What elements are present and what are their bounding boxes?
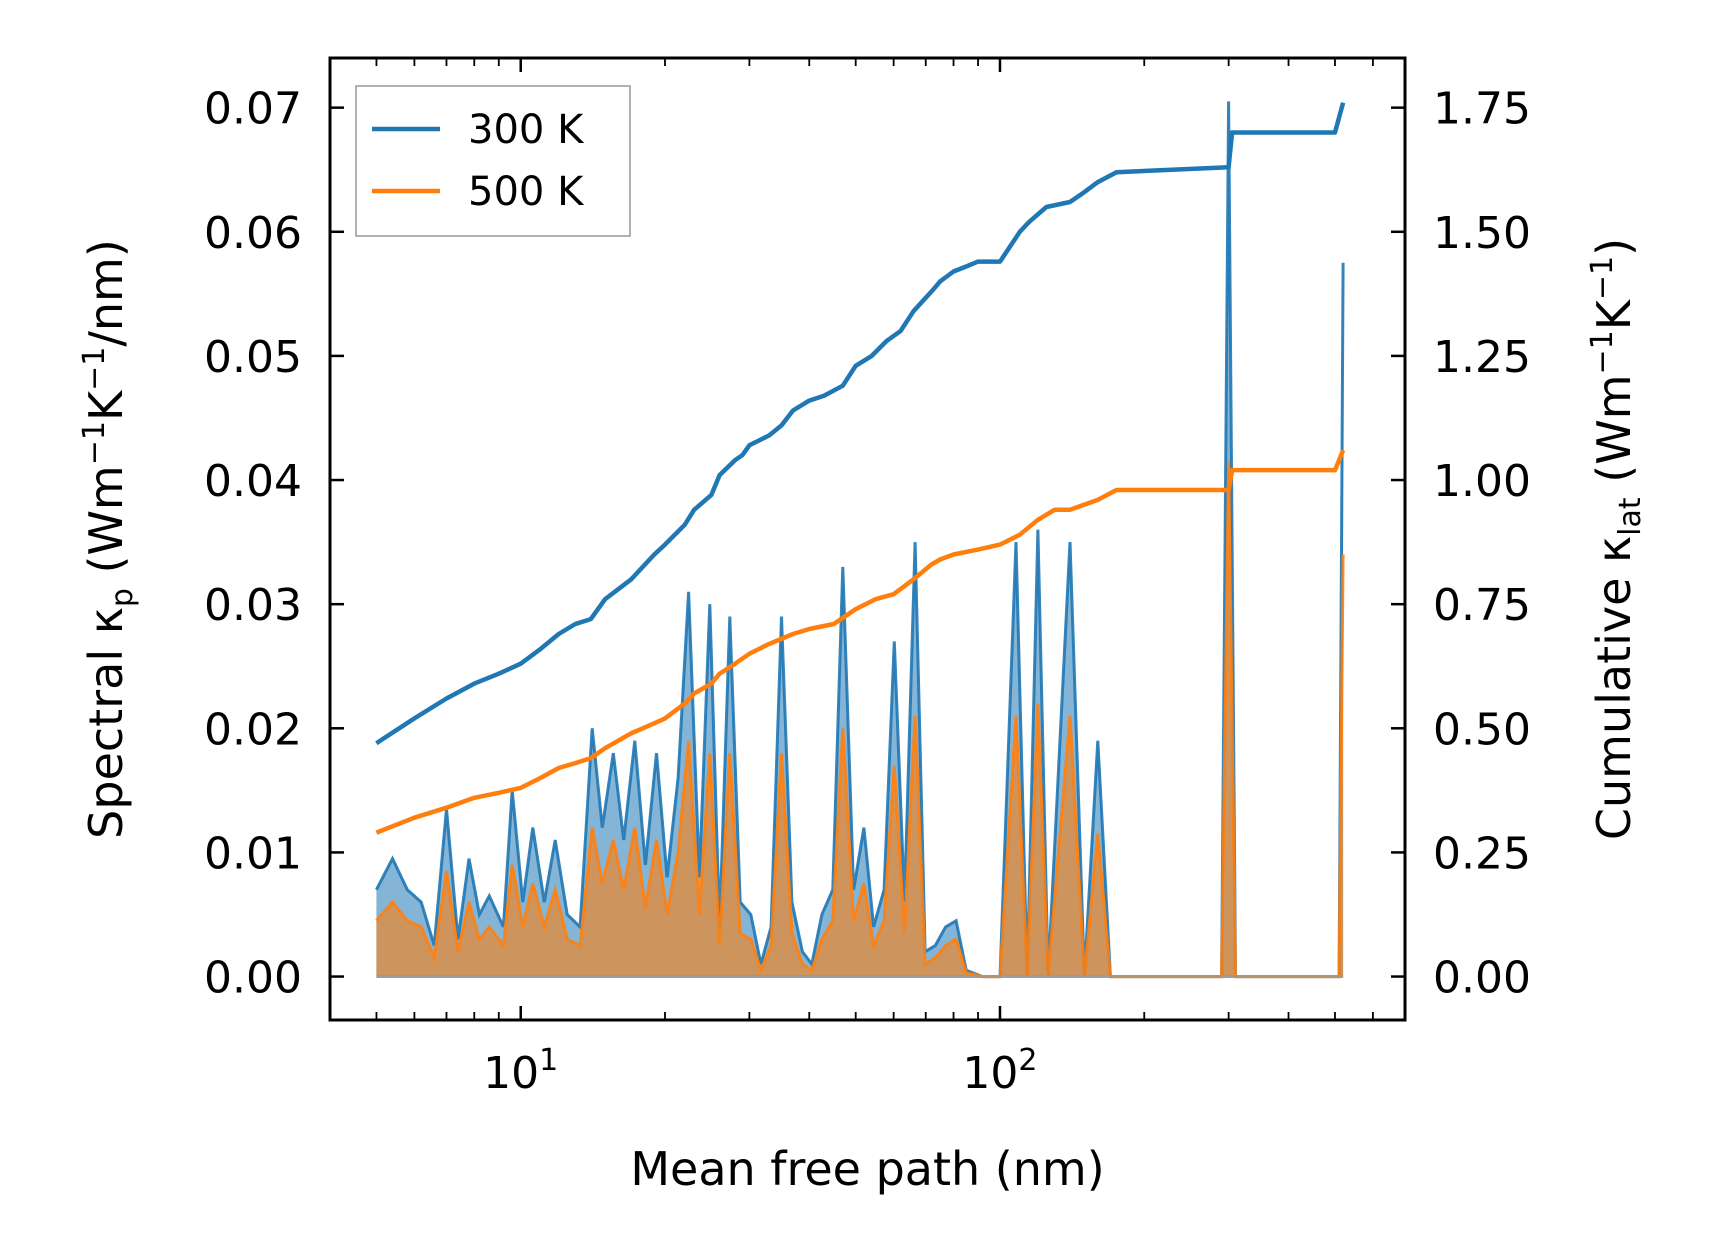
cumulative-line-300k	[375, 102, 1346, 746]
legend-box	[355, 85, 631, 237]
y-axis-title-left: Spectral κp (Wm−1K−1/nm)	[77, 239, 140, 839]
xtick-label: 102	[962, 1043, 1037, 1099]
spectral-line-300k	[375, 101, 1345, 979]
spectral-fill-300k	[376, 101, 1344, 977]
ytick-label-right: 0.25	[1433, 828, 1531, 879]
ytick-label-right: 1.25	[1433, 332, 1531, 383]
spectral-fills	[376, 101, 1344, 977]
ytick-label-left: 0.06	[204, 208, 302, 259]
ytick-label-right: 1.50	[1433, 208, 1531, 259]
spectral-line-500k	[375, 461, 1345, 979]
xtick-label: 101	[483, 1043, 558, 1099]
tick-labels: 0.00 0.01 0.02 0.03 0.04 0.05 0.06 0.07 0.00 0.25…	[204, 84, 1531, 1099]
plot-frame	[328, 56, 1407, 1022]
ytick-label-left: 0.05	[204, 332, 302, 383]
x-axis-title: Mean free path (nm)	[630, 1142, 1104, 1196]
legend-label-300k: 300 K	[468, 107, 585, 153]
ytick-label-right: 1.00	[1433, 456, 1531, 507]
ytick-label-left: 0.02	[204, 704, 302, 755]
cumulative-line-500k	[375, 449, 1346, 835]
legend-label-500k: 500 K	[468, 169, 585, 215]
y-axis-title-right: Cumulative κlat (Wm−1K−1)	[1585, 238, 1648, 840]
ytick-label-left: 0.01	[204, 828, 302, 879]
ytick-label-right: 0.75	[1433, 580, 1531, 631]
ytick-label-right: 1.75	[1433, 84, 1531, 135]
ytick-label-left: 0.07	[204, 84, 302, 135]
legend: 300 K 500 K	[355, 85, 631, 237]
cumulative-lines	[375, 102, 1346, 835]
ytick-label-left: 0.00	[204, 953, 302, 1004]
ytick-label-right: 0.00	[1433, 953, 1531, 1004]
ytick-label-left: 0.04	[204, 456, 302, 507]
ytick-label-right: 0.50	[1433, 704, 1531, 755]
spectral-fill-500k	[376, 461, 1344, 977]
ytick-label-left: 0.03	[204, 580, 302, 631]
spectral-lines	[375, 101, 1345, 979]
axis-ticks	[329, 58, 1406, 1020]
